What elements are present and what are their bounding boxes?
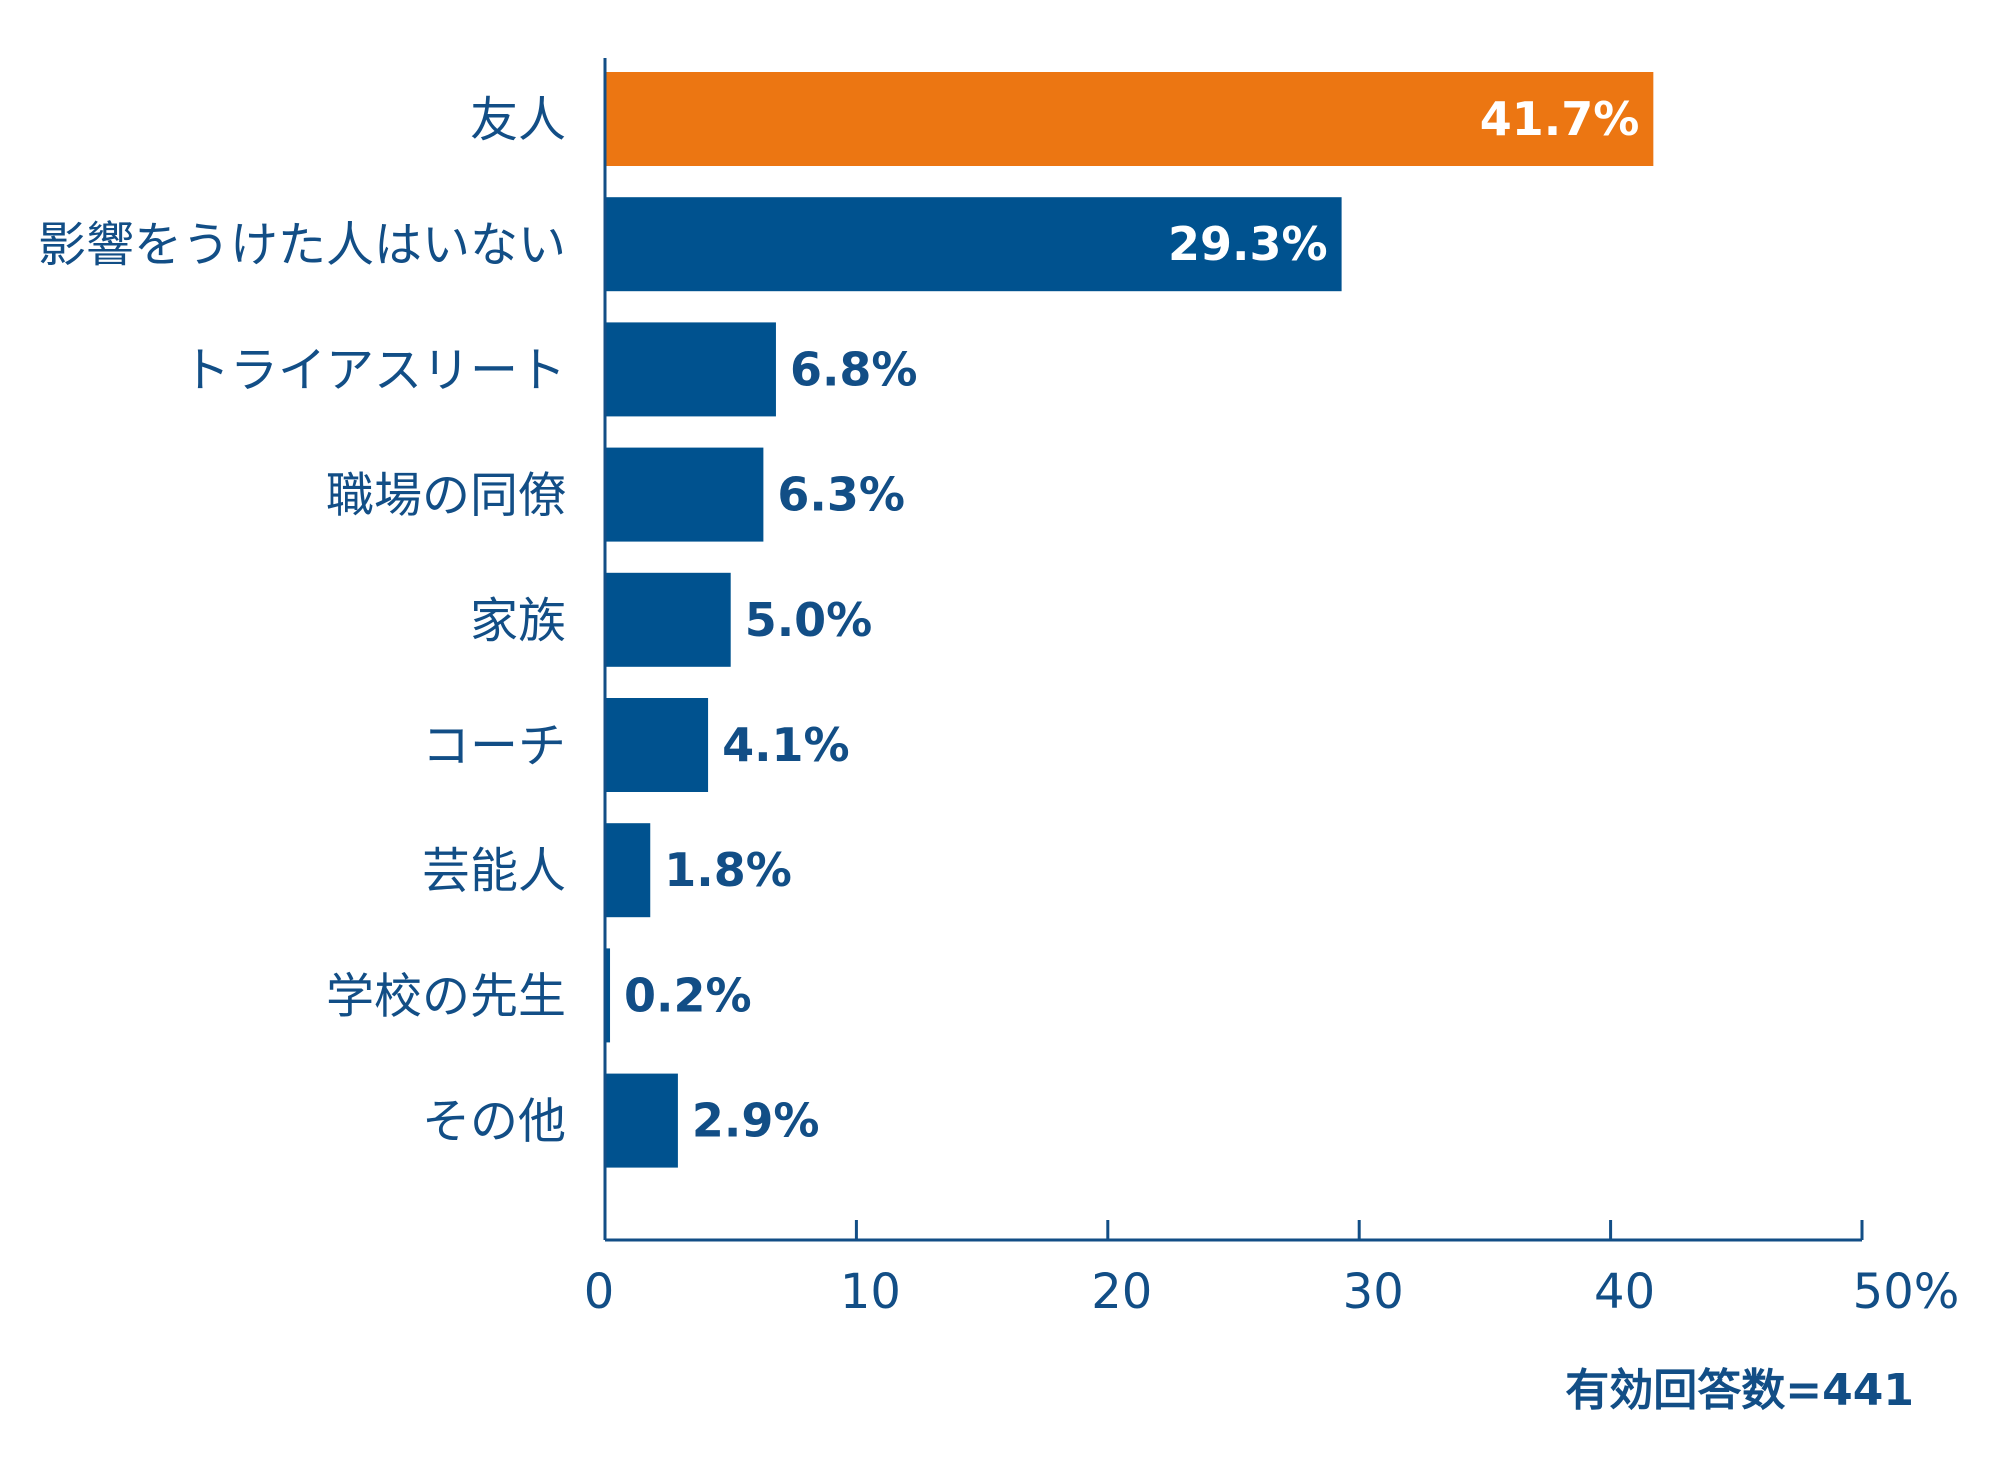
value-label-9: 2.9%	[692, 1094, 820, 1148]
axes-group	[603, 58, 1862, 1242]
bar-2	[605, 197, 1342, 292]
bar-8	[605, 948, 611, 1043]
sample-size-note: 有効回答数=441	[1565, 1365, 1914, 1416]
category-label-3: トライアスリート	[182, 342, 566, 398]
bar-1	[605, 72, 1654, 166]
bar-7	[605, 823, 651, 918]
category-label-6: コーチ	[422, 718, 566, 774]
value-label-5: 5.0%	[745, 593, 873, 647]
category-labels-group: 友人影響をうけた人はいないトライアスリート職場の同僚家族コーチ芸能人学校の先生そ…	[38, 92, 566, 1150]
bar-9	[605, 1073, 678, 1168]
x-tick-label-50: 50%	[1853, 1264, 1960, 1320]
x-ticks-group: 0 10 20 30 40 50%	[584, 1220, 1960, 1320]
value-label-2: 29.3%	[1168, 217, 1328, 271]
x-tick-label-40: 40	[1594, 1264, 1655, 1320]
category-label-8: 学校の先生	[326, 968, 566, 1024]
value-labels-group: 41.7% 29.3% 6.8% 6.3% 5.0% 4.1% 1.8% 0.2% 2.9%	[624, 92, 1639, 1148]
category-label-9: その他	[422, 1094, 566, 1150]
bar-5	[605, 572, 731, 667]
category-label-5: 家族	[470, 593, 566, 649]
value-label-7: 1.8%	[664, 843, 792, 897]
value-label-4: 6.3%	[777, 468, 905, 522]
value-label-1: 41.7%	[1480, 92, 1640, 146]
x-tick-label-30: 30	[1343, 1264, 1404, 1320]
bar-4	[605, 447, 764, 542]
category-label-4: 職場の同僚	[326, 468, 566, 524]
x-tick-label-10: 10	[840, 1264, 901, 1320]
value-label-3: 6.8%	[790, 342, 918, 396]
bars-group	[605, 72, 1654, 1168]
bar-3	[605, 322, 776, 417]
value-label-6: 4.1%	[722, 718, 850, 772]
category-label-7: 芸能人	[422, 843, 566, 899]
bar-6	[605, 698, 709, 792]
value-label-8: 0.2%	[624, 968, 752, 1022]
x-tick-label-0: 0	[584, 1264, 615, 1320]
category-label-1: 友人	[470, 92, 566, 148]
x-tick-label-20: 20	[1091, 1264, 1152, 1320]
category-label-2: 影響をうけた人はいない	[38, 217, 566, 273]
